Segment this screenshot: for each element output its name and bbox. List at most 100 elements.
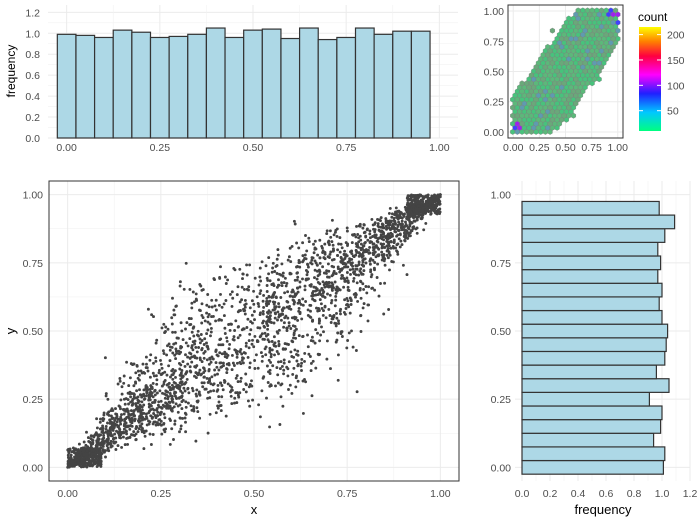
scatter-point [146,388,150,392]
scatter-point [206,320,210,324]
scatter-point [337,319,340,323]
scatter-point [135,396,139,400]
scatter-point [429,207,433,211]
scatter-point [293,278,297,282]
y-histogram-x-tick-label: 0.4 [571,488,586,500]
scatter-point [135,389,139,393]
scatter-point [273,270,277,273]
scatter-point [329,321,333,324]
scatter-point [275,366,279,370]
scatter-point [293,348,297,352]
scatter-point [332,286,335,290]
x-histogram-bar [280,37,301,139]
scatter-point [357,251,361,255]
scatter-point [171,296,174,300]
scatter-point [218,381,222,385]
scatter-point [203,319,207,323]
x-histogram-y-tick-label: 0.8 [25,49,40,61]
scatter-point [300,317,304,321]
scatter-point [152,374,156,378]
scatter-point [349,272,352,276]
scatter-point [408,201,412,205]
scatter-point [271,308,275,312]
scatter-point [343,279,347,283]
scatter-point [201,316,205,320]
scatter-x-tick-labels: 0.00 0.25 0.50 0.75 1.00 [57,488,450,500]
scatter-point [114,448,118,451]
scatter-point [333,280,337,284]
scatter-point [313,259,317,263]
scatter-point [364,285,368,288]
scatter-point [397,214,401,218]
scatter-point [327,307,331,311]
scatter-point [238,360,242,364]
scatter-point [190,360,194,364]
scatter-point [297,261,301,265]
scatter-y-tick-label: 0.25 [23,394,44,406]
scatter-point [186,344,190,348]
scatter-point [68,464,72,468]
scatter-point [200,346,204,350]
scatter-point [325,232,329,236]
scatter-point [210,305,214,309]
scatter-point [209,326,213,330]
scatter-point [287,255,291,259]
scatter-point [335,227,339,231]
scatter-point [304,234,307,237]
scatter-point [225,371,229,375]
scatter-point [262,375,266,379]
scatter-point [256,302,260,306]
scatter-point [265,310,269,314]
scatter-point [347,305,351,309]
scatter-point [225,367,229,371]
scatter-point [361,260,365,264]
scatter-point [165,383,169,387]
scatter-point [149,353,153,357]
scatter-point [321,280,325,284]
scatter-point [303,351,307,355]
scatter-point [349,303,353,306]
scatter-point [310,258,314,262]
scatter-point [243,298,247,302]
scatter-point [337,287,341,291]
scatter-point [327,243,331,247]
scatter-point [386,249,390,252]
scatter-point [134,427,138,431]
scatter-point [359,330,363,333]
scatter-point [252,302,256,306]
scatter-point [254,353,258,357]
scatter-point [244,341,248,345]
scatter-point [359,248,363,252]
scatter-point [289,294,292,298]
scatter-point [275,285,279,289]
scatter-point [244,372,248,376]
scatter-point [311,294,314,298]
scatter-point [303,288,307,292]
scatter-point [248,306,252,310]
scatter-point [197,390,201,394]
scatter-point [394,230,398,234]
scatter-point [405,206,409,210]
scatter-point [275,257,279,261]
scatter-point [241,361,245,365]
scatter-point [237,395,241,399]
scatter-point [357,260,361,264]
scatter-point [82,449,86,453]
scatter-point [267,272,271,276]
scatter-point [352,272,356,276]
scatter-point [194,392,198,396]
scatter-point [182,386,186,390]
scatter-point [313,276,316,280]
y-histogram-y-tick-label: 0.75 [491,258,512,270]
scatter-point [384,221,388,225]
scatter-point [322,271,326,275]
scatter-point [303,284,307,288]
scatter-point [435,196,439,200]
scatter-point [290,391,294,395]
scatter-point [223,326,227,330]
scatter-point [202,343,206,346]
count-legend-title: count [638,10,668,24]
scatter-point [196,410,200,414]
scatter-point [248,404,252,408]
scatter-point [126,415,130,419]
